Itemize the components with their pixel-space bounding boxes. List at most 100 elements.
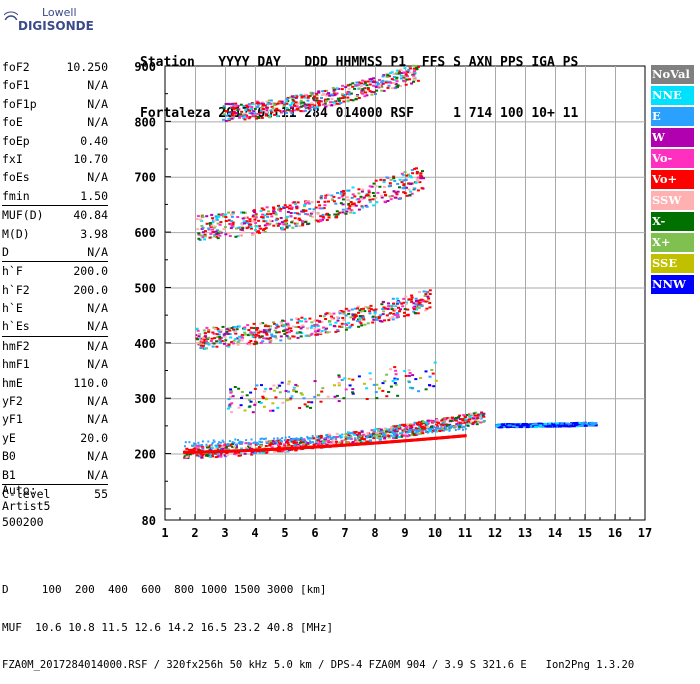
echo-point-4-hop-echo bbox=[395, 69, 399, 72]
echo-point-4-hop-echo bbox=[412, 76, 416, 79]
echo-point-4-hop-echo bbox=[224, 103, 228, 105]
echo-point-f-layer-echo-1-hop- bbox=[390, 426, 394, 429]
echo-point-f-layer-echo-1-hop- bbox=[349, 436, 353, 439]
echo-point-2-hop-echo bbox=[270, 335, 274, 338]
echo-point-f-layer-echo-1-hop- bbox=[402, 424, 406, 427]
echo-point-high-frequency-spread-f bbox=[590, 423, 595, 426]
echo-point-scattered-echoes bbox=[389, 368, 392, 371]
echo-point-2-hop-echo bbox=[380, 303, 384, 306]
echo-point-2-hop-echo bbox=[196, 329, 200, 332]
echo-point-2-hop-echo bbox=[390, 308, 394, 311]
echo-point-3-hop-echo bbox=[262, 220, 266, 223]
echo-point-2-hop-echo bbox=[383, 319, 386, 322]
echo-point-3-hop-echo bbox=[253, 209, 256, 212]
echo-point-f-layer-echo-1-hop- bbox=[301, 444, 305, 447]
echo-point-f-layer-echo-1-hop- bbox=[238, 452, 242, 455]
echo-point-scattered-echoes bbox=[378, 387, 381, 390]
echo-point-f-layer-echo-1-hop- bbox=[469, 422, 473, 425]
echo-point-2-hop-echo bbox=[397, 306, 400, 309]
echo-point-2-hop-echo bbox=[340, 322, 344, 325]
echo-point-2-hop-echo bbox=[374, 308, 378, 311]
echo-point-scattered-echoes bbox=[276, 406, 280, 409]
echo-point-f-layer-echo-1-hop- bbox=[287, 443, 291, 446]
echo-point-4-hop-echo bbox=[285, 98, 289, 100]
echo-point-2-hop-echo bbox=[347, 309, 351, 312]
echo-point-f-layer-core bbox=[241, 441, 244, 444]
echo-point-2-hop-echo bbox=[207, 343, 211, 346]
echo-point-4-hop-echo bbox=[249, 108, 253, 110]
echo-point-4-hop-echo bbox=[390, 71, 394, 74]
echo-point-f-layer-core bbox=[255, 441, 258, 444]
echo-point-f-layer-echo-1-hop- bbox=[278, 440, 282, 443]
echo-point-f-layer-echo-1-hop- bbox=[210, 447, 214, 450]
echo-point-scattered-echoes bbox=[264, 387, 268, 390]
echo-point-2-hop-echo bbox=[268, 328, 271, 331]
echo-point-3-hop-echo bbox=[332, 195, 336, 198]
echo-point-3-hop-echo bbox=[357, 188, 361, 191]
echo-point-f-layer-echo-1-hop- bbox=[462, 421, 466, 424]
echo-point-4-hop-echo bbox=[303, 103, 307, 106]
echo-point-3-hop-echo bbox=[364, 194, 368, 197]
echo-point-3-hop-echo bbox=[231, 212, 235, 215]
echo-point-2-hop-echo bbox=[212, 342, 216, 345]
echo-point-2-hop-echo bbox=[392, 308, 396, 311]
echo-point-2-hop-echo bbox=[414, 303, 418, 306]
echo-point-2-hop-echo bbox=[425, 307, 429, 310]
echo-point-3-hop-echo bbox=[396, 190, 400, 193]
echo-point-scattered-echoes bbox=[249, 400, 253, 403]
echo-point-f-layer-echo-1-hop- bbox=[481, 414, 485, 417]
echo-point-f-layer-core bbox=[264, 437, 267, 440]
echo-point-f-layer-echo-1-hop- bbox=[283, 450, 287, 453]
echo-point-3-hop-echo bbox=[265, 206, 269, 209]
echo-point-2-hop-echo bbox=[301, 324, 305, 327]
echo-point-2-hop-echo bbox=[396, 313, 400, 316]
echo-point-f-layer-core bbox=[218, 441, 221, 444]
param-row: yF2 N/A bbox=[2, 392, 108, 410]
echo-point-2-hop-echo bbox=[398, 301, 402, 304]
echo-point-f-layer-echo-1-hop- bbox=[458, 422, 462, 425]
echo-point-2-hop-echo bbox=[404, 302, 408, 305]
x-tick-label: 11 bbox=[458, 526, 472, 540]
echo-point-3-hop-echo bbox=[219, 231, 223, 234]
echo-point-f-layer-core bbox=[462, 428, 464, 431]
echo-point-f-layer-core bbox=[205, 443, 208, 446]
echo-point-high-frequency-spread-f bbox=[583, 424, 588, 427]
echo-point-f-layer-echo-1-hop- bbox=[286, 450, 290, 453]
echo-point-3-hop-echo bbox=[345, 189, 349, 192]
echo-point-3-hop-echo bbox=[408, 175, 412, 178]
echo-point-2-hop-echo bbox=[415, 306, 419, 309]
echo-point-2-hop-echo bbox=[379, 314, 383, 317]
echo-point-3-hop-echo bbox=[230, 215, 234, 218]
param-row: foF2 10.250 bbox=[2, 58, 108, 76]
echo-point-f-layer-echo-1-hop- bbox=[195, 444, 199, 447]
echo-point-f-layer-core bbox=[427, 428, 430, 430]
echo-point-f-layer-core bbox=[415, 431, 418, 434]
echo-point-f-layer-echo-1-hop- bbox=[429, 419, 432, 422]
echo-point-f-layer-echo-1-hop- bbox=[377, 435, 381, 438]
echo-point-3-hop-echo bbox=[367, 189, 371, 192]
echo-point-scattered-echoes bbox=[428, 375, 432, 378]
logo-line-digisonde: DIGISONDE bbox=[18, 19, 94, 33]
echo-point-f-layer-core bbox=[324, 437, 327, 440]
echo-point-2-hop-echo bbox=[280, 321, 283, 324]
echo-point-4-hop-echo bbox=[305, 104, 309, 106]
echo-point-2-hop-echo bbox=[334, 321, 338, 324]
echo-point-3-hop-echo bbox=[389, 198, 393, 201]
echo-point-4-hop-echo bbox=[358, 82, 362, 85]
echo-point-f-layer-echo-1-hop- bbox=[355, 440, 359, 443]
legend-item-w: W bbox=[651, 128, 694, 147]
echo-point-3-hop-echo bbox=[331, 198, 335, 201]
echo-point-2-hop-echo bbox=[234, 331, 238, 333]
echo-point-f-layer-core bbox=[252, 442, 255, 445]
echo-point-f-layer-core bbox=[318, 437, 320, 440]
echo-point-2-hop-echo bbox=[222, 333, 226, 336]
echo-point-f-layer-echo-1-hop- bbox=[430, 420, 434, 423]
param-name: h`F2 bbox=[2, 282, 30, 297]
echo-point-3-hop-echo bbox=[257, 225, 261, 228]
echo-point-2-hop-echo bbox=[249, 333, 253, 336]
param-value: 40.84 bbox=[73, 208, 108, 223]
echo-point-high-frequency-spread-f bbox=[515, 423, 520, 426]
echo-point-f-layer-echo-1-hop- bbox=[276, 439, 280, 442]
echo-point-f-layer-echo-1-hop- bbox=[269, 440, 273, 443]
echo-point-scattered-echoes bbox=[430, 369, 434, 371]
